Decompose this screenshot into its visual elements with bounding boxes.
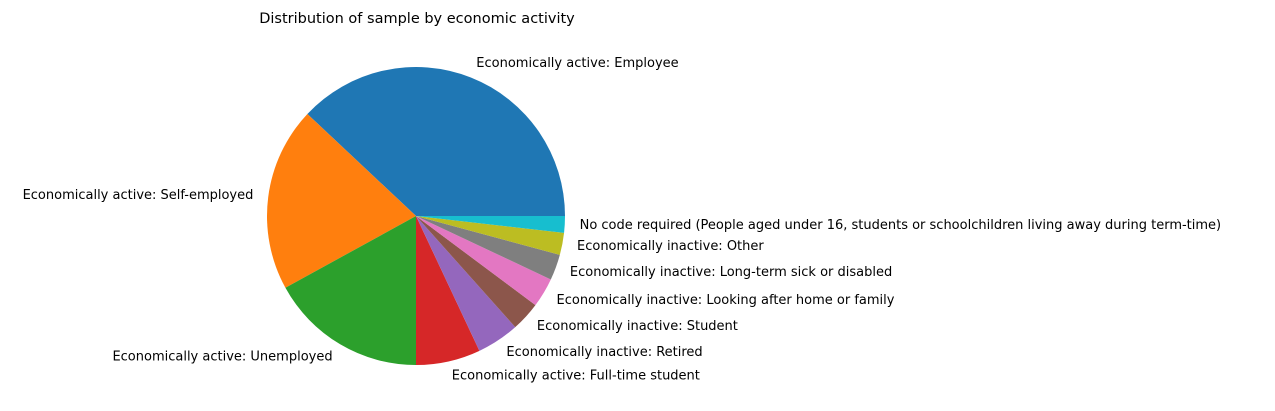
slice-label-9: No code required (People aged under 16, … [580,218,1222,233]
chart-title: Distribution of sample by economic activ… [259,11,575,27]
pie-slice-7 [416,216,560,280]
pie-slice-4 [416,216,516,351]
slice-label-8: Economically inactive: Other [577,239,764,254]
slice-label-4: Economically inactive: Retired [506,345,702,360]
slice-label-1: Economically active: Self-employed [23,188,254,203]
pie-slice-2 [285,216,416,365]
slice-label-6: Economically inactive: Looking after hom… [557,293,895,308]
slice-labels: Economically active: Employee Economicall… [23,56,1222,383]
pie-slice-1 [266,114,416,288]
pie-slice-3 [416,216,480,365]
slice-label-7: Economically inactive: Long-term sick or… [570,265,892,280]
slice-label-2: Economically active: Unemployed [112,350,332,365]
slice-label-0: Economically active: Employee [476,56,678,71]
slice-label-5: Economically inactive: Student [537,319,738,334]
pie-slice-8 [416,216,565,255]
pie-slices [266,66,565,365]
pie-slice-5 [416,216,536,328]
pie-slice-9 [416,216,565,233]
slice-label-3: Economically active: Full-time student [452,369,700,384]
pie-slice-6 [416,216,551,306]
pie-slice-0 [307,66,565,216]
